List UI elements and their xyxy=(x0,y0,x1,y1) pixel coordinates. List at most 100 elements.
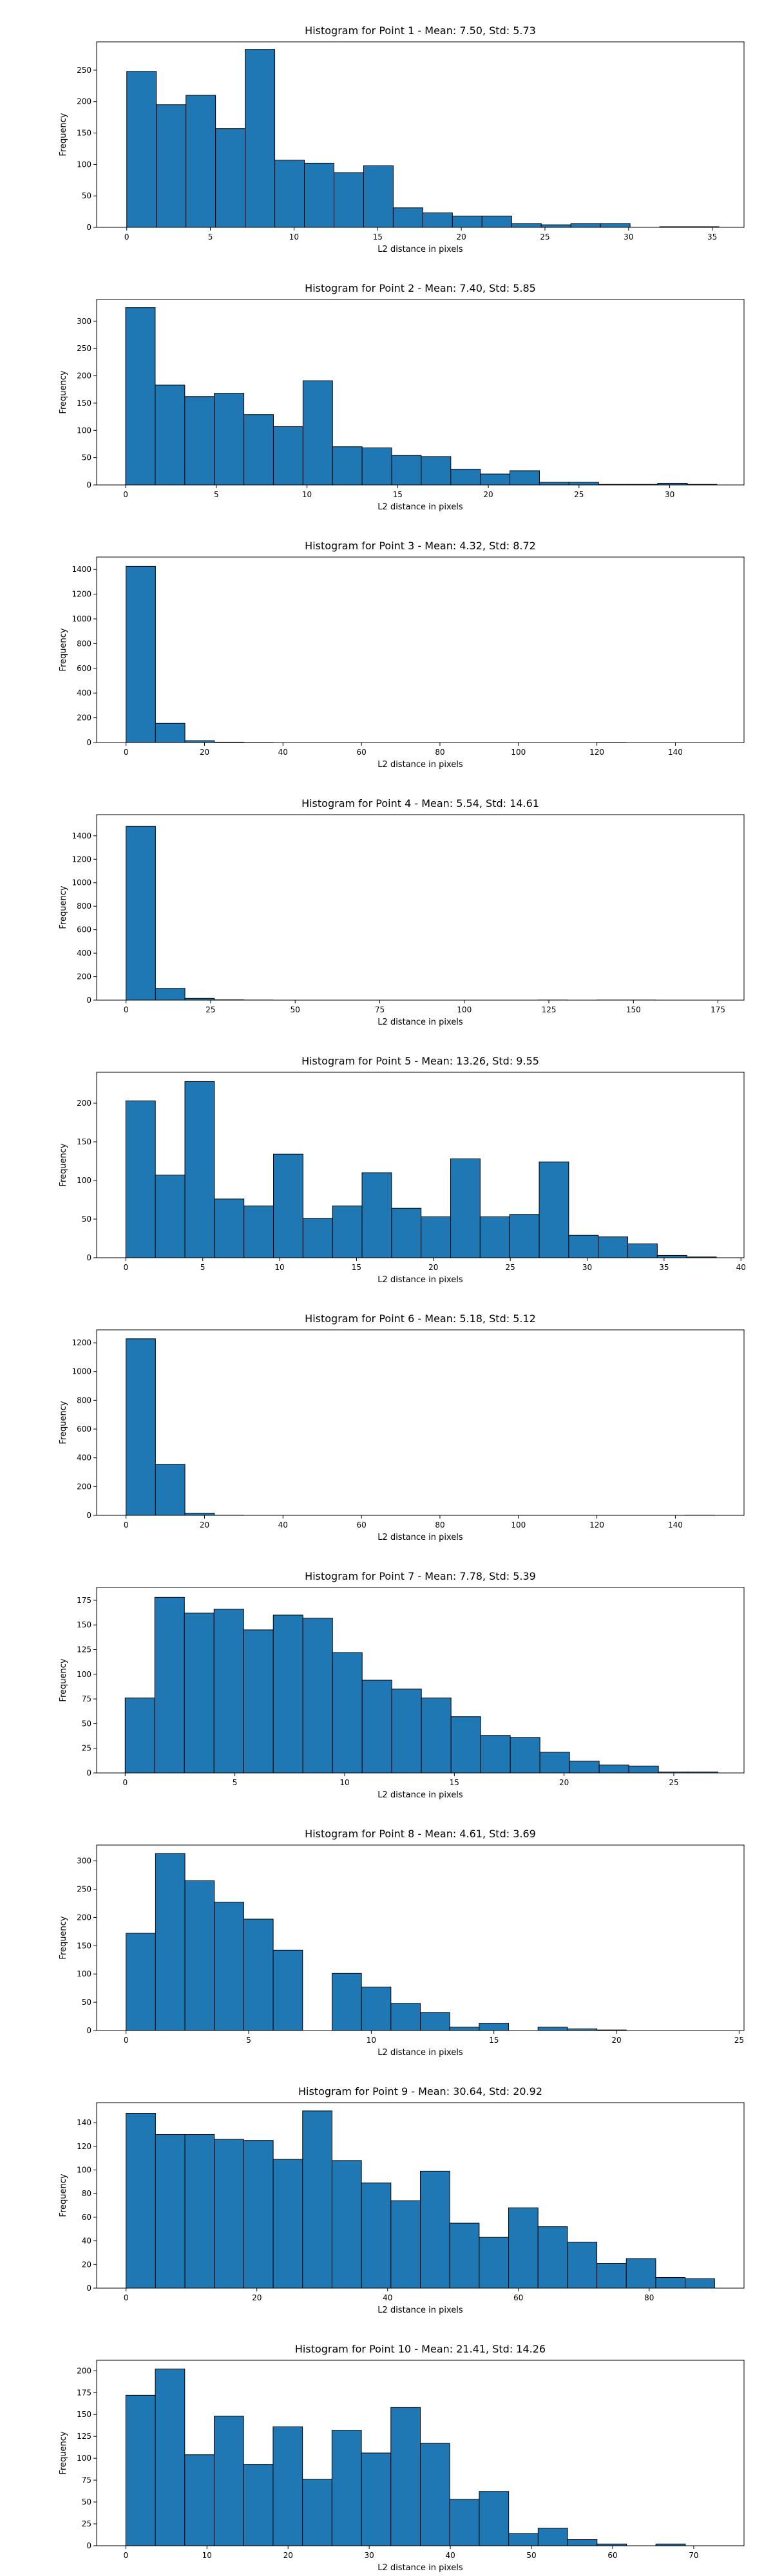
x-tick-label: 140 xyxy=(668,1520,683,1530)
histogram-bar xyxy=(184,2454,215,2546)
y-tick-label: 100 xyxy=(77,2166,91,2175)
x-tick-label: 20 xyxy=(252,2293,262,2302)
y-tick-label: 150 xyxy=(77,1620,91,1629)
x-tick-label: 120 xyxy=(589,748,604,757)
axes-frame xyxy=(96,556,745,743)
histogram-bar xyxy=(272,2159,303,2289)
y-tick-label: 250 xyxy=(77,66,91,75)
histogram-bar xyxy=(510,470,540,486)
y-tick-label: 125 xyxy=(77,2432,91,2441)
x-tick-label: 60 xyxy=(607,2551,617,2560)
y-tick-label: 175 xyxy=(77,1596,91,1605)
histogram-bar xyxy=(184,1880,215,2031)
x-tick-label: 25 xyxy=(734,2036,744,2045)
x-tick-label: 125 xyxy=(542,1005,557,1014)
x-axis-label: L2 distance in pixels xyxy=(377,760,463,770)
histogram-bar xyxy=(570,223,601,228)
y-tick-label: 200 xyxy=(77,372,91,381)
y-tick-label: 60 xyxy=(82,2213,91,2222)
x-tick-label: 80 xyxy=(435,1520,444,1530)
histogram-bar xyxy=(155,1853,186,2031)
histogram-bar xyxy=(155,1175,186,1258)
histogram-bar xyxy=(184,1513,215,1516)
histogram-bar xyxy=(509,1214,540,1258)
y-tick-label: 40 xyxy=(82,2237,91,2246)
histogram-bar xyxy=(304,162,334,228)
x-tick-label: 10 xyxy=(302,490,312,499)
histogram-bar xyxy=(537,2027,568,2031)
axes-frame xyxy=(96,814,745,1001)
y-tick-label: 140 xyxy=(77,2118,91,2127)
y-axis-label: Frequency xyxy=(59,1143,68,1186)
x-tick-label: 0 xyxy=(124,1520,129,1530)
histogram-bar xyxy=(479,2237,510,2289)
x-tick-label: 15 xyxy=(450,1778,459,1787)
histogram-bar xyxy=(302,2110,332,2289)
y-tick-label: 150 xyxy=(77,399,91,408)
x-axis-label: L2 distance in pixels xyxy=(377,1790,463,1800)
bars xyxy=(125,307,718,486)
axes-frame xyxy=(96,2360,745,2546)
y-tick-label: 300 xyxy=(77,317,91,326)
y-tick-label: 100 xyxy=(77,1670,91,1679)
x-tick-label: 10 xyxy=(202,2551,212,2560)
x-tick-label: 0 xyxy=(124,1263,129,1272)
y-tick-label: 150 xyxy=(77,1137,91,1146)
y-tick-label: 300 xyxy=(77,1857,91,1866)
x-tick-label: 20 xyxy=(611,2036,621,2045)
histogram-bar xyxy=(243,2464,274,2546)
x-tick-label: 100 xyxy=(457,1005,472,1014)
histogram-bar xyxy=(213,1609,244,1774)
y-axis-label: Frequency xyxy=(59,886,68,929)
y-tick-label: 25 xyxy=(82,2519,91,2528)
histogram-bar xyxy=(363,165,394,228)
x-tick-label: 0 xyxy=(123,490,128,499)
chart-title: Histogram for Point 8 - Mean: 4.61, Std:… xyxy=(305,1828,536,1840)
axes-frame xyxy=(96,299,745,486)
histogram-bar xyxy=(245,49,276,228)
histogram-bar xyxy=(421,1216,452,1258)
x-tick-label: 20 xyxy=(200,1520,209,1530)
histogram-bar xyxy=(126,2113,156,2289)
histogram-bar xyxy=(215,128,246,228)
y-tick-label: 1400 xyxy=(72,565,91,574)
y-tick-label: 400 xyxy=(77,1454,91,1463)
x-tick-label: 150 xyxy=(626,1005,641,1014)
y-tick-label: 100 xyxy=(77,1176,91,1185)
x-axis-label: L2 distance in pixels xyxy=(377,2563,463,2573)
y-tick-label: 50 xyxy=(82,1998,91,2007)
x-tick-label: 80 xyxy=(435,748,444,757)
histogram-bar xyxy=(450,1716,481,1774)
y-tick-label: 200 xyxy=(77,97,91,106)
histogram-bar xyxy=(243,1206,274,1258)
histogram-bar xyxy=(392,207,423,228)
histogram-bar xyxy=(125,2394,156,2546)
x-tick-label: 10 xyxy=(289,232,299,242)
x-tick-label: 15 xyxy=(489,2036,499,2045)
histogram-bar xyxy=(214,1198,245,1258)
histogram-bar xyxy=(510,1737,540,1774)
y-tick-label: 0 xyxy=(86,2284,91,2293)
y-axis-label: Frequency xyxy=(59,1658,68,1701)
x-tick-label: 30 xyxy=(665,490,674,499)
y-tick-label: 400 xyxy=(77,688,91,697)
x-tick-label: 5 xyxy=(214,490,219,499)
x-tick-label: 0 xyxy=(124,2551,129,2560)
y-tick-label: 200 xyxy=(77,1482,91,1491)
chart-title: Histogram for Point 4 - Mean: 5.54, Std:… xyxy=(301,797,539,810)
histogram-bar xyxy=(243,414,274,486)
x-tick-label: 60 xyxy=(513,2293,523,2302)
histogram-bar xyxy=(391,1689,422,1774)
histogram-bar xyxy=(272,1615,303,1774)
chart-title: Histogram for Point 5 - Mean: 13.26, Std… xyxy=(301,1055,539,1067)
histogram-bar xyxy=(273,1153,303,1258)
x-tick-label: 70 xyxy=(689,2551,698,2560)
histogram-bar xyxy=(539,1752,570,1774)
chart-title: Histogram for Point 2 - Mean: 7.40, Std:… xyxy=(305,282,536,294)
y-tick-label: 50 xyxy=(82,1215,91,1224)
histogram-bar xyxy=(361,447,392,486)
y-tick-label: 100 xyxy=(77,1969,91,1978)
y-tick-label: 1000 xyxy=(72,878,91,887)
histogram-bar xyxy=(391,1208,422,1258)
histogram-panel: Histogram for Point 6 - Mean: 5.18, Std:… xyxy=(0,1288,773,1546)
